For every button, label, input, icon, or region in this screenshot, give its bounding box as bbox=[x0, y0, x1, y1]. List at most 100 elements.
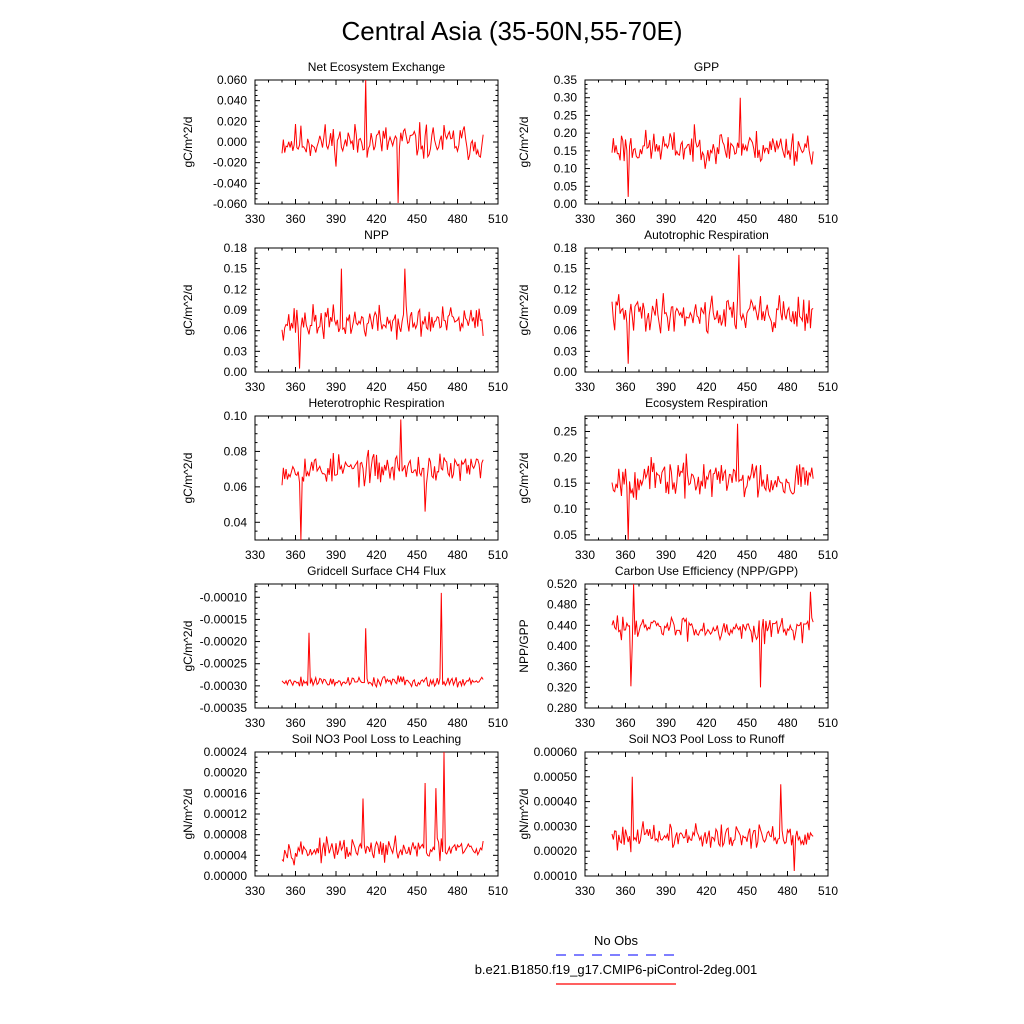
y-tick-label: 0.20 bbox=[554, 450, 578, 464]
x-tick-label: 450 bbox=[737, 884, 757, 898]
y-tick-label: 0.00020 bbox=[534, 844, 578, 858]
y-tick-label: 0.480 bbox=[547, 598, 577, 612]
y-tick-label: 0.06 bbox=[224, 480, 248, 494]
plot-frame bbox=[254, 583, 499, 709]
y-axis-label: gN/m^2/d bbox=[517, 789, 531, 840]
x-tick-label: 360 bbox=[285, 884, 305, 898]
y-tick-label: 0.06 bbox=[224, 324, 248, 338]
series-line bbox=[281, 419, 484, 541]
y-tick-label: 0.25 bbox=[554, 425, 578, 439]
series-line bbox=[611, 776, 814, 872]
series-line bbox=[281, 79, 484, 203]
x-tick-label: 420 bbox=[366, 380, 386, 394]
panel-title: Heterotrophic Respiration bbox=[308, 396, 444, 410]
plot-frame bbox=[584, 751, 829, 877]
x-tick-label: 390 bbox=[656, 212, 676, 226]
chart-panel: Autotrophic Respiration 330 360 390 420 450 48… bbox=[517, 228, 838, 394]
y-tick-label: 0.00012 bbox=[204, 807, 248, 821]
y-tick-label: 0.360 bbox=[547, 660, 577, 674]
chart-panel: Soil NO3 Pool Loss to Leaching 330 360 390 4… bbox=[181, 732, 508, 898]
panel-title: Autotrophic Respiration bbox=[644, 228, 769, 242]
y-tick-label: 0.00024 bbox=[204, 745, 248, 759]
main-title: Central Asia (35-50N,55-70E) bbox=[341, 16, 682, 46]
legend-obs-label: No Obs bbox=[594, 933, 639, 948]
x-tick-label: 510 bbox=[818, 884, 838, 898]
y-tick-label: -0.040 bbox=[213, 176, 247, 190]
x-tick-label: 450 bbox=[737, 380, 757, 394]
y-tick-label: -0.00010 bbox=[200, 590, 248, 604]
y-tick-label: 0.10 bbox=[554, 162, 578, 176]
x-tick-label: 360 bbox=[615, 716, 635, 730]
y-axis-label: gN/m^2/d bbox=[181, 789, 195, 840]
series-line bbox=[281, 268, 484, 369]
y-tick-label: -0.00025 bbox=[200, 657, 248, 671]
y-tick-label: 0.280 bbox=[547, 701, 577, 715]
y-tick-label: -0.060 bbox=[213, 197, 247, 211]
x-tick-label: 480 bbox=[447, 380, 467, 394]
panel-title: Net Ecosystem Exchange bbox=[308, 60, 446, 74]
x-tick-label: 450 bbox=[737, 716, 757, 730]
x-tick-label: 420 bbox=[366, 548, 386, 562]
y-tick-label: 0.03 bbox=[224, 344, 248, 358]
y-tick-label: 0.400 bbox=[547, 639, 577, 653]
x-tick-label: 510 bbox=[488, 716, 508, 730]
y-tick-label: 0.06 bbox=[554, 324, 578, 338]
x-tick-label: 510 bbox=[818, 548, 838, 562]
x-tick-label: 420 bbox=[696, 212, 716, 226]
y-tick-label: 0.00016 bbox=[204, 786, 248, 800]
y-tick-label: 0.10 bbox=[224, 409, 248, 423]
series-line bbox=[281, 751, 484, 866]
chart-panel: Net Ecosystem Exchange 330 360 390 420 450 480… bbox=[181, 60, 508, 226]
y-tick-label: 0.15 bbox=[224, 262, 248, 276]
x-tick-label: 510 bbox=[488, 212, 508, 226]
y-tick-label: 0.35 bbox=[554, 73, 578, 87]
x-tick-label: 510 bbox=[818, 716, 838, 730]
y-tick-label: 0.00040 bbox=[534, 795, 578, 809]
plot-frame bbox=[254, 415, 499, 541]
y-tick-label: 0.15 bbox=[554, 476, 578, 490]
series-line bbox=[611, 254, 814, 364]
legend-model-label: b.e21.B1850.f19_g17.CMIP6-piControl-2deg… bbox=[475, 962, 758, 977]
x-tick-label: 360 bbox=[615, 380, 635, 394]
x-tick-label: 480 bbox=[777, 884, 797, 898]
x-tick-label: 420 bbox=[366, 884, 386, 898]
x-tick-label: 390 bbox=[326, 212, 346, 226]
x-tick-label: 330 bbox=[245, 884, 265, 898]
x-tick-label: 450 bbox=[407, 716, 427, 730]
x-tick-label: 360 bbox=[615, 548, 635, 562]
chart-panel: GPP 330 360 390 420 450 480 510 0.00 0.05 0.10 0.15… bbox=[517, 60, 838, 226]
x-tick-label: 450 bbox=[407, 380, 427, 394]
series-line bbox=[611, 583, 814, 688]
y-tick-label: 0.00010 bbox=[534, 869, 578, 883]
y-axis-label: gC/m^2/d bbox=[517, 453, 531, 504]
y-tick-label: 0.20 bbox=[554, 126, 578, 140]
x-tick-label: 420 bbox=[366, 212, 386, 226]
x-tick-label: 390 bbox=[656, 716, 676, 730]
x-tick-label: 480 bbox=[447, 884, 467, 898]
y-tick-label: 0.00030 bbox=[534, 819, 578, 833]
x-tick-label: 360 bbox=[285, 716, 305, 730]
x-tick-label: 510 bbox=[488, 884, 508, 898]
y-tick-label: 0.09 bbox=[554, 303, 578, 317]
y-tick-label: 0.18 bbox=[554, 241, 578, 255]
series-line bbox=[611, 97, 814, 197]
y-tick-label: 0.320 bbox=[547, 680, 577, 694]
y-axis-label: gC/m^2/d bbox=[517, 117, 531, 168]
x-tick-label: 450 bbox=[407, 884, 427, 898]
y-tick-label: 0.00008 bbox=[204, 828, 248, 842]
y-tick-label: 0.00 bbox=[554, 365, 578, 379]
x-tick-label: 450 bbox=[737, 548, 757, 562]
y-tick-label: 0.00 bbox=[224, 365, 248, 379]
x-tick-label: 390 bbox=[326, 380, 346, 394]
x-tick-label: 330 bbox=[575, 212, 595, 226]
x-tick-label: 450 bbox=[407, 548, 427, 562]
x-tick-label: 480 bbox=[777, 380, 797, 394]
x-tick-label: 420 bbox=[696, 548, 716, 562]
x-tick-label: 360 bbox=[285, 212, 305, 226]
x-tick-label: 480 bbox=[777, 212, 797, 226]
y-axis-label: gC/m^2/d bbox=[517, 285, 531, 336]
panel-title: NPP bbox=[364, 228, 389, 242]
plot-frame bbox=[254, 247, 499, 373]
y-axis-label: gC/m^2/d bbox=[181, 285, 195, 336]
